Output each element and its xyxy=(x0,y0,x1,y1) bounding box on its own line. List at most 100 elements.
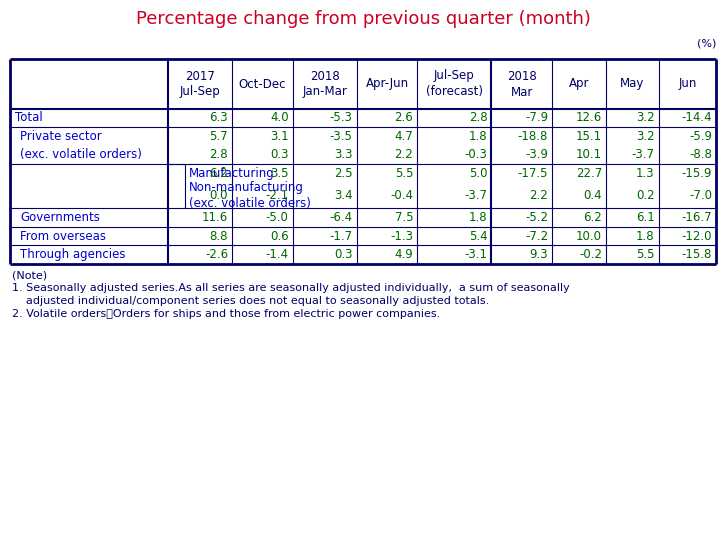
Text: -0.2: -0.2 xyxy=(579,248,602,261)
Text: 2018: 2018 xyxy=(310,69,340,82)
Text: -17.5: -17.5 xyxy=(518,167,548,180)
Text: 3.3: 3.3 xyxy=(334,148,353,161)
Text: -5.9: -5.9 xyxy=(689,130,712,143)
Text: 3.4: 3.4 xyxy=(334,189,353,202)
Text: 3.5: 3.5 xyxy=(270,167,289,180)
Text: -3.7: -3.7 xyxy=(632,148,655,161)
Text: 5.7: 5.7 xyxy=(209,130,228,143)
Text: 3.1: 3.1 xyxy=(270,130,289,143)
Text: May: May xyxy=(620,77,645,90)
Text: 6.1: 6.1 xyxy=(636,211,655,224)
Text: 1.3: 1.3 xyxy=(636,167,655,180)
Text: Total: Total xyxy=(15,112,43,124)
Text: Private sector: Private sector xyxy=(20,130,102,143)
Text: Jan-Mar: Jan-Mar xyxy=(302,85,347,98)
Text: 4.0: 4.0 xyxy=(270,112,289,124)
Text: Non-manufacturing: Non-manufacturing xyxy=(189,181,304,194)
Text: Mar: Mar xyxy=(510,85,533,98)
Text: -2.1: -2.1 xyxy=(266,189,289,202)
Text: -5.0: -5.0 xyxy=(266,211,289,224)
Text: 10.1: 10.1 xyxy=(576,148,602,161)
Text: -5.3: -5.3 xyxy=(330,112,353,124)
Text: -1.3: -1.3 xyxy=(391,230,413,242)
Text: Jul-Sep: Jul-Sep xyxy=(434,69,475,82)
Text: 12.6: 12.6 xyxy=(576,112,602,124)
Text: 9.3: 9.3 xyxy=(529,248,548,261)
Text: 2.2: 2.2 xyxy=(394,148,413,161)
Text: Percentage change from previous quarter (month): Percentage change from previous quarter … xyxy=(136,10,590,28)
Text: Manufacturing: Manufacturing xyxy=(189,167,274,180)
Text: 0.4: 0.4 xyxy=(583,189,602,202)
Text: -15.9: -15.9 xyxy=(682,167,712,180)
Text: -15.8: -15.8 xyxy=(682,248,712,261)
Text: 6.2: 6.2 xyxy=(583,211,602,224)
Text: 7.5: 7.5 xyxy=(395,211,413,224)
Text: 2.2: 2.2 xyxy=(529,189,548,202)
Text: -1.4: -1.4 xyxy=(266,248,289,261)
Text: 1. Seasonally adjusted series.As all series are seasonally adjusted individually: 1. Seasonally adjusted series.As all ser… xyxy=(12,283,570,293)
Text: 0.2: 0.2 xyxy=(636,189,655,202)
Text: -7.0: -7.0 xyxy=(689,189,712,202)
Text: 5.5: 5.5 xyxy=(395,167,413,180)
Text: (forecast): (forecast) xyxy=(426,85,483,98)
Text: -7.9: -7.9 xyxy=(525,112,548,124)
Text: 5.4: 5.4 xyxy=(469,230,487,242)
Text: -14.4: -14.4 xyxy=(682,112,712,124)
Text: Through agencies: Through agencies xyxy=(20,248,126,261)
Text: (Note): (Note) xyxy=(12,270,47,280)
Text: -3.7: -3.7 xyxy=(465,189,487,202)
Text: 22.7: 22.7 xyxy=(576,167,602,180)
Text: -18.8: -18.8 xyxy=(518,130,548,143)
Text: (exc. volatile orders): (exc. volatile orders) xyxy=(189,197,311,210)
Text: 2.6: 2.6 xyxy=(394,112,413,124)
Text: Jul-Sep: Jul-Sep xyxy=(179,85,221,98)
Text: -2.6: -2.6 xyxy=(205,248,228,261)
Text: 2017: 2017 xyxy=(185,69,215,82)
Text: 1.8: 1.8 xyxy=(636,230,655,242)
Text: 2. Volatile orders：Orders for ships and those from electric power companies.: 2. Volatile orders：Orders for ships and … xyxy=(12,309,440,319)
Text: 15.1: 15.1 xyxy=(576,130,602,143)
Text: -0.4: -0.4 xyxy=(391,189,413,202)
Text: 4.9: 4.9 xyxy=(394,248,413,261)
Text: 11.6: 11.6 xyxy=(202,211,228,224)
Text: 1.8: 1.8 xyxy=(469,130,487,143)
Text: 6.2: 6.2 xyxy=(209,167,228,180)
Text: 5.0: 5.0 xyxy=(469,167,487,180)
Text: -6.4: -6.4 xyxy=(330,211,353,224)
Text: 2.5: 2.5 xyxy=(334,167,353,180)
Text: adjusted individual/component series does not equal to seasonally adjusted total: adjusted individual/component series doe… xyxy=(12,296,489,306)
Text: Apr: Apr xyxy=(568,77,590,90)
Text: 2018: 2018 xyxy=(507,69,537,82)
Text: -1.7: -1.7 xyxy=(330,230,353,242)
Text: Jun: Jun xyxy=(678,77,696,90)
Text: 4.7: 4.7 xyxy=(394,130,413,143)
Text: -3.5: -3.5 xyxy=(330,130,353,143)
Text: 0.0: 0.0 xyxy=(210,189,228,202)
Text: 8.8: 8.8 xyxy=(210,230,228,242)
Text: From overseas: From overseas xyxy=(20,230,106,242)
Text: Apr-Jun: Apr-Jun xyxy=(365,77,409,90)
Text: -3.9: -3.9 xyxy=(525,148,548,161)
Text: (exc. volatile orders): (exc. volatile orders) xyxy=(20,148,142,161)
Text: -5.2: -5.2 xyxy=(525,211,548,224)
Text: 2.8: 2.8 xyxy=(209,148,228,161)
Text: 10.0: 10.0 xyxy=(576,230,602,242)
Text: (%): (%) xyxy=(697,39,716,49)
Text: 3.2: 3.2 xyxy=(636,130,655,143)
Text: -0.3: -0.3 xyxy=(465,148,487,161)
Text: -16.7: -16.7 xyxy=(682,211,712,224)
Text: 2.8: 2.8 xyxy=(469,112,487,124)
Text: 6.3: 6.3 xyxy=(209,112,228,124)
Text: 5.5: 5.5 xyxy=(636,248,655,261)
Text: -3.1: -3.1 xyxy=(465,248,487,261)
Text: -7.2: -7.2 xyxy=(525,230,548,242)
Text: 0.6: 0.6 xyxy=(270,230,289,242)
Text: -8.8: -8.8 xyxy=(689,148,712,161)
Text: 0.3: 0.3 xyxy=(270,148,289,161)
Text: 3.2: 3.2 xyxy=(636,112,655,124)
Text: 1.8: 1.8 xyxy=(469,211,487,224)
Text: 0.3: 0.3 xyxy=(334,248,353,261)
Text: Oct-Dec: Oct-Dec xyxy=(239,77,286,90)
Text: Governments: Governments xyxy=(20,211,100,224)
Text: -12.0: -12.0 xyxy=(682,230,712,242)
